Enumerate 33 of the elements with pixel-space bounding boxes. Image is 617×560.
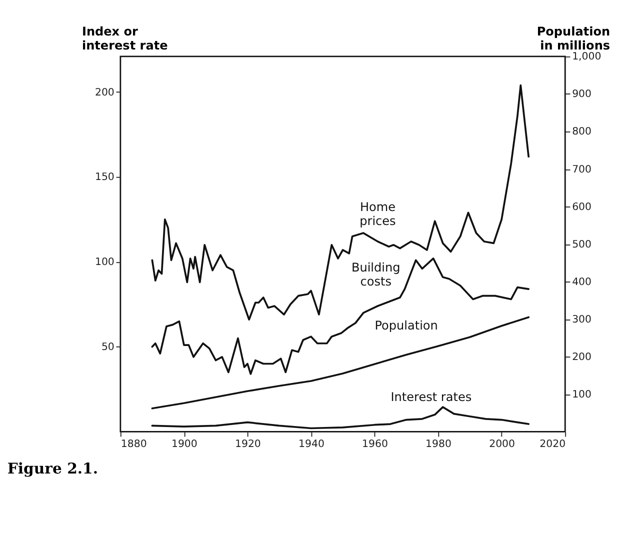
y2-tick-label: 200 bbox=[572, 352, 592, 363]
y2-tick-label: 700 bbox=[572, 164, 592, 176]
series-label: Population bbox=[374, 318, 438, 333]
series-label: Building costs bbox=[351, 260, 400, 289]
y2-tick-label: 800 bbox=[572, 126, 592, 138]
x-tick-label: 1960 bbox=[362, 438, 388, 450]
series-label: Home prices bbox=[360, 200, 396, 228]
x-tick-label: 1980 bbox=[426, 438, 452, 450]
y-axis-title: Index or interest rate bbox=[82, 24, 168, 52]
y-tick-label: 100 bbox=[94, 257, 114, 268]
x-tick-label: 1900 bbox=[171, 438, 198, 450]
x-tick-label: 2020 bbox=[540, 438, 566, 450]
y-tick-label: 200 bbox=[94, 87, 114, 98]
y-tick-label: 50 bbox=[101, 342, 114, 354]
line-series bbox=[151, 316, 530, 410]
y2-tick-label: 400 bbox=[572, 276, 592, 288]
y2-tick-label: 300 bbox=[572, 314, 592, 326]
x-tick-label: 2000 bbox=[489, 438, 516, 450]
series-label: Interest rates bbox=[390, 390, 472, 404]
line-series bbox=[151, 406, 530, 430]
line-series bbox=[151, 258, 530, 375]
x-tick-label: 1880 bbox=[120, 438, 147, 450]
line-series bbox=[151, 84, 530, 321]
y2-tick-label: 1,000 bbox=[572, 52, 602, 63]
y2-tick-label: 100 bbox=[572, 389, 592, 400]
y2-tick-label: 500 bbox=[572, 239, 592, 250]
x-tick-label: 1940 bbox=[298, 438, 324, 450]
y2-axis-title: Population in millions bbox=[536, 24, 610, 52]
y2-tick-label: 900 bbox=[572, 89, 592, 100]
caption: Figure 2.1. bbox=[7, 460, 98, 478]
y-tick-label: 150 bbox=[94, 172, 114, 184]
y2-tick-label: 600 bbox=[572, 202, 592, 213]
x-tick-label: 1920 bbox=[234, 438, 261, 450]
